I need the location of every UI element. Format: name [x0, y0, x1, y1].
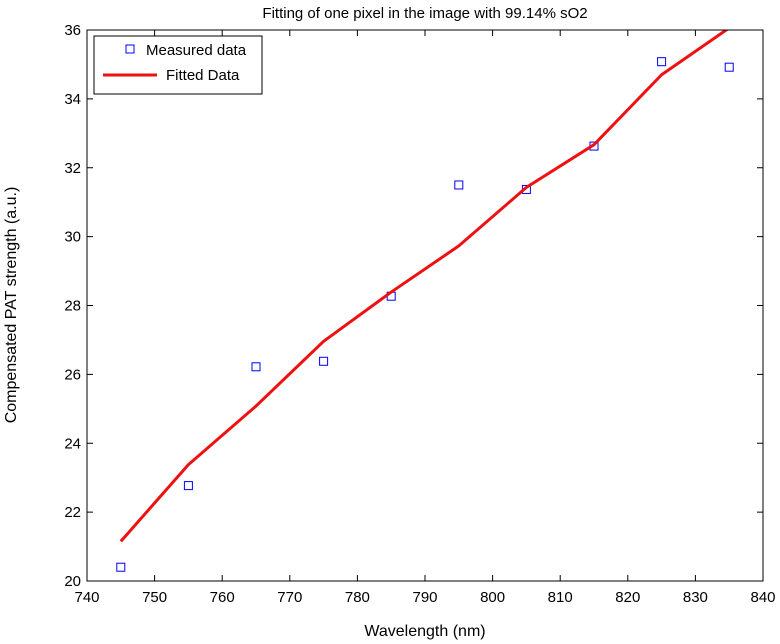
y-axis-title: Compensated PAT strength (a.u.) [3, 187, 20, 424]
x-tick-label: 800 [480, 589, 505, 606]
y-tick-label: 36 [64, 22, 81, 39]
legend-label-measured: Measured data [146, 42, 247, 59]
legend-label-fitted: Fitted Data [166, 67, 240, 84]
x-tick-label: 780 [345, 589, 370, 606]
x-axis-title: Wavelength (nm) [364, 623, 485, 640]
legend: Measured data Fitted Data [93, 35, 263, 95]
y-tick-label: 24 [64, 435, 81, 452]
plot-frame [86, 29, 764, 582]
measured-data-point [657, 57, 667, 67]
measured-data-point [724, 62, 734, 72]
x-tick-label: 810 [548, 589, 573, 606]
measured-data-point [251, 362, 261, 372]
y-tick-label: 20 [64, 573, 81, 590]
measured-data-point [319, 356, 329, 366]
series-layer [116, 30, 734, 572]
x-tick-label: 790 [412, 589, 437, 606]
y-tick-label: 34 [64, 91, 81, 108]
x-tick-label: 840 [750, 589, 775, 606]
measured-data-point [454, 180, 464, 190]
x-tick-label: 760 [210, 589, 235, 606]
y-tick-label: 26 [64, 366, 81, 383]
y-tick-label: 30 [64, 229, 81, 246]
x-tick-label: 820 [615, 589, 640, 606]
x-tick-label: 830 [683, 589, 708, 606]
legend-marker-measured [125, 44, 135, 54]
x-tick-label: 770 [277, 589, 302, 606]
legend-box [93, 35, 263, 95]
y-tick-label: 22 [64, 504, 81, 521]
fitted-data-line [119, 30, 729, 543]
y-tick-label: 32 [64, 160, 81, 177]
tick-labels-layer: 740 750 760 770 780 790 800 810 820 830 840 20 22 24 2… [64, 22, 775, 606]
x-tick-label: 740 [74, 589, 99, 606]
y-tick-label: 28 [64, 298, 81, 315]
measured-data-point [116, 562, 126, 572]
x-tick-label: 750 [142, 589, 167, 606]
chart-title: Fitting of one pixel in the image with 9… [262, 5, 587, 22]
plot-area [87, 30, 763, 581]
measured-data-point [183, 481, 193, 491]
